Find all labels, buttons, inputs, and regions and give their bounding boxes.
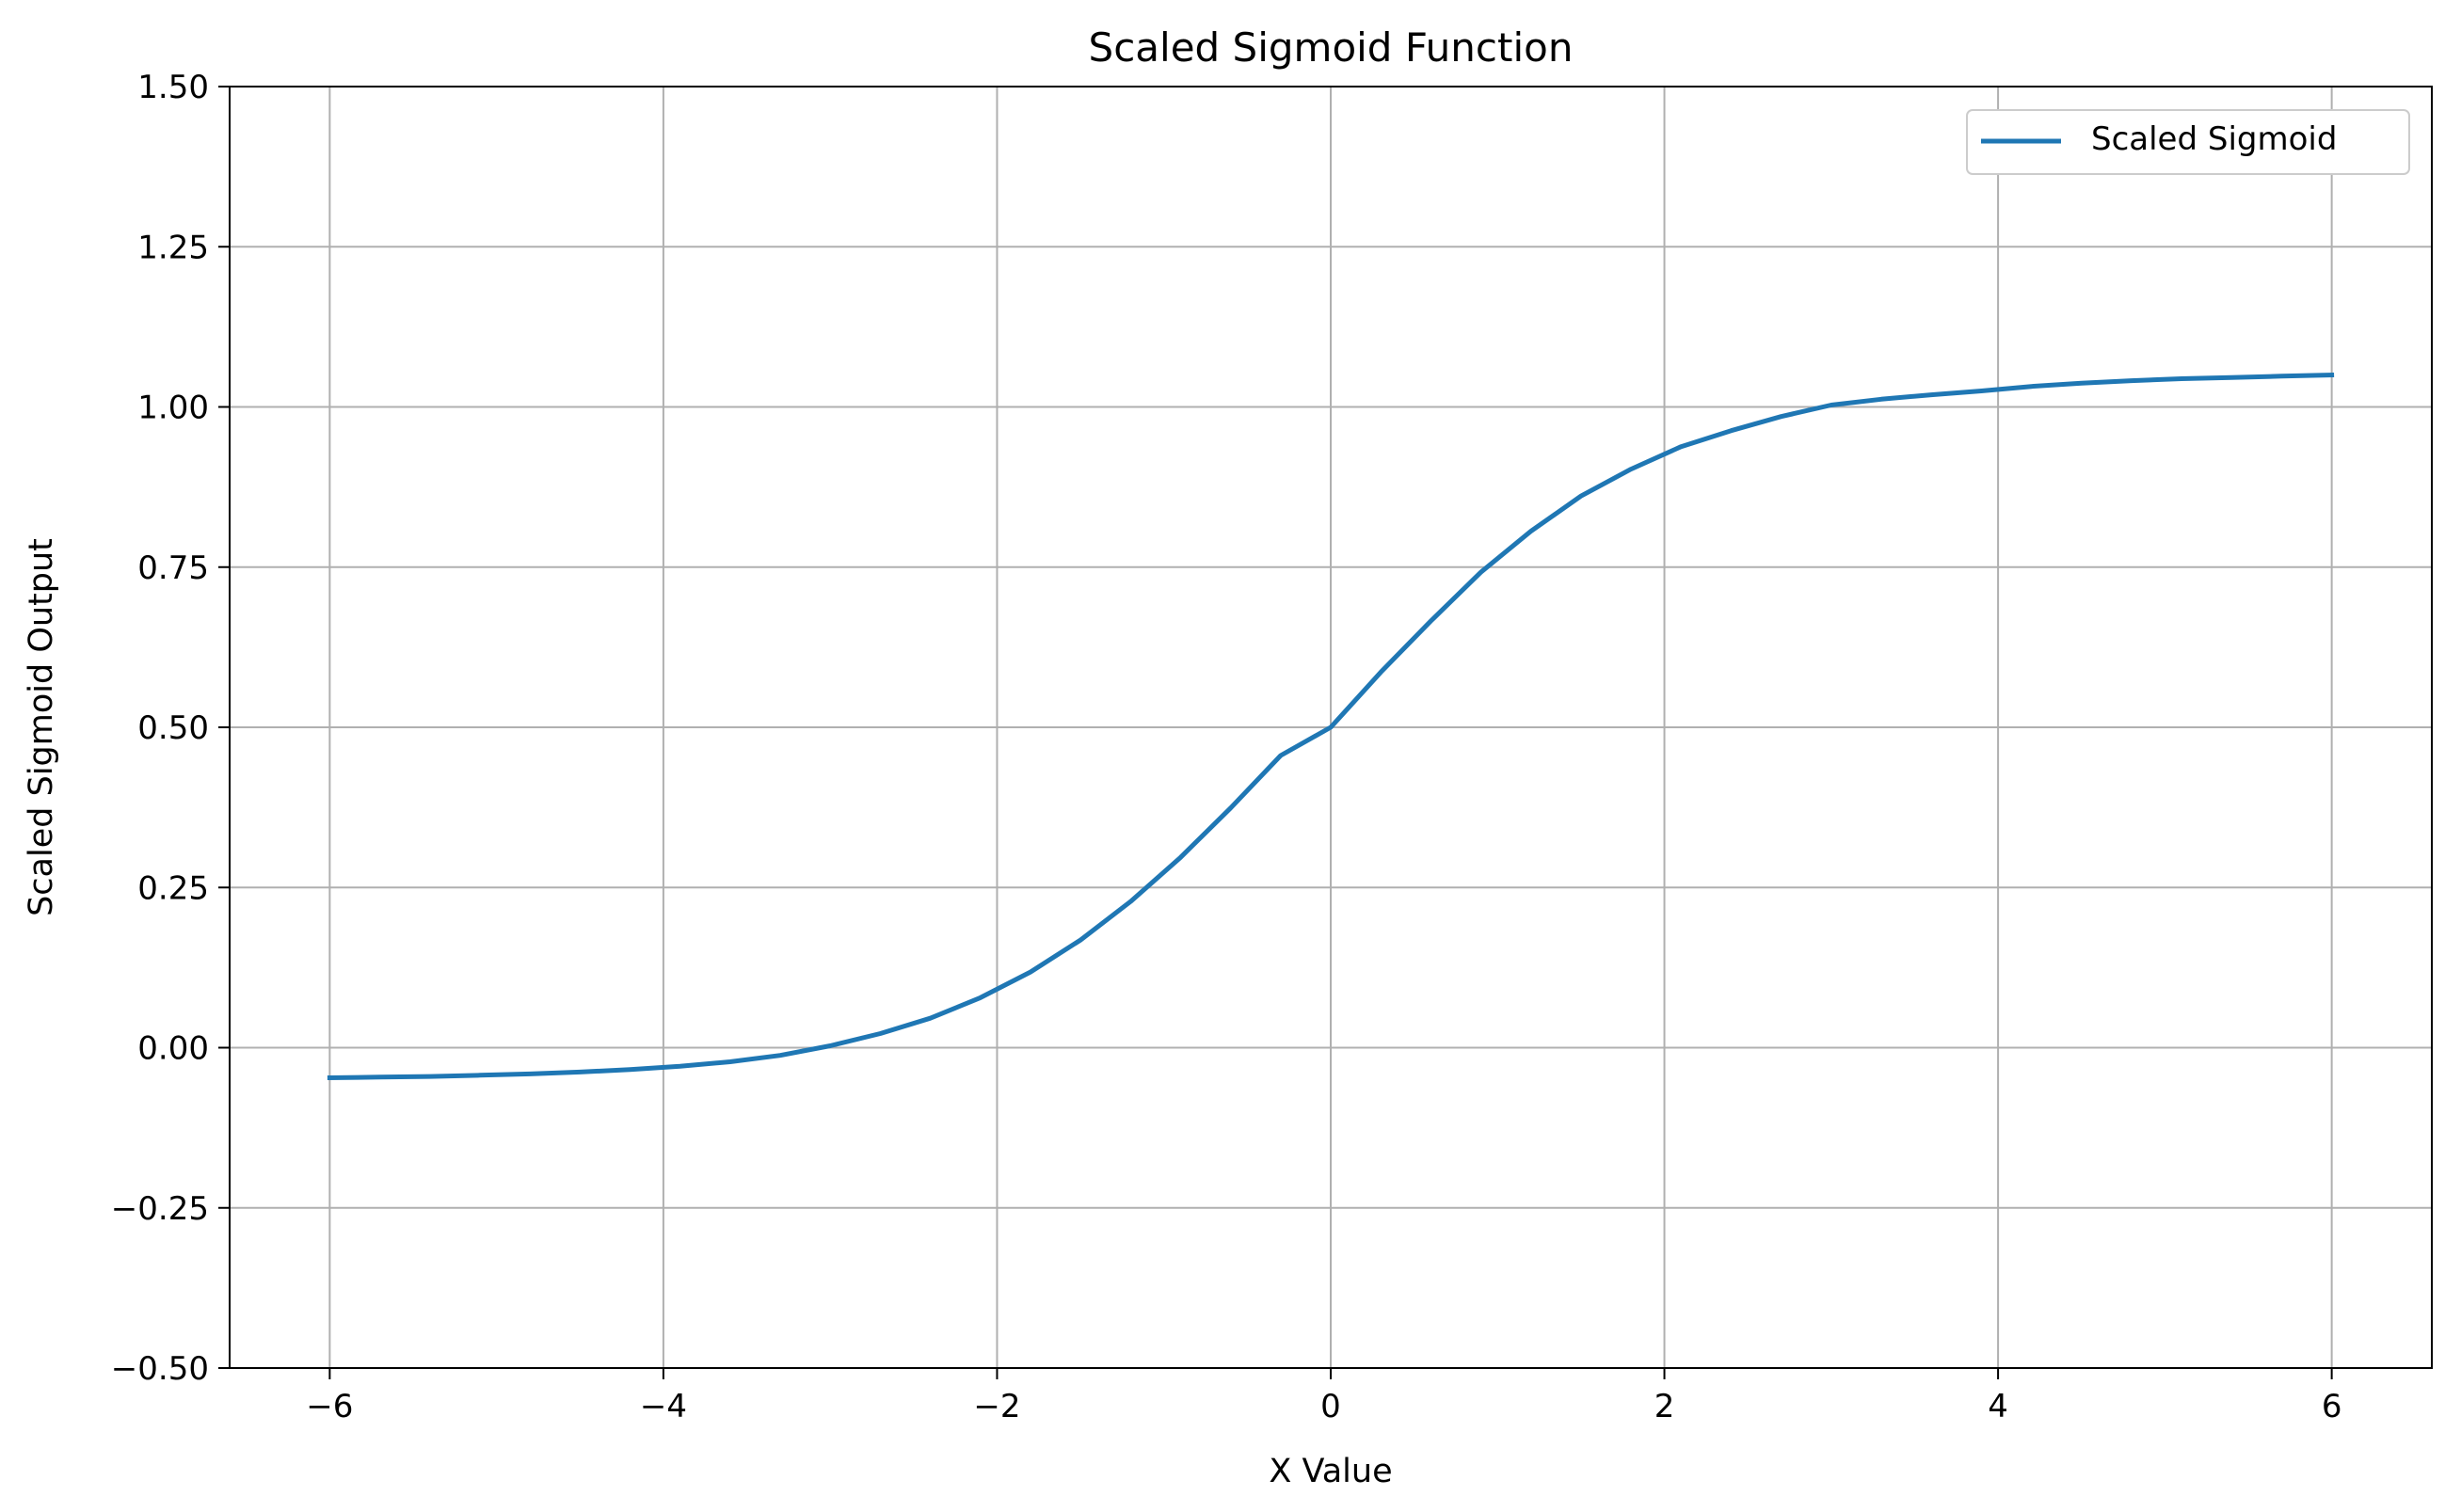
grid-lines — [230, 86, 2432, 1369]
y-tick-label: 0.00 — [137, 1030, 209, 1068]
y-tick-label: 1.50 — [137, 69, 209, 106]
axis-ticks: −6 −4 −2 0 2 4 6 −0.50 −0.25 0.00 0.25 0.50 0.75 1.00… — [111, 69, 2342, 1425]
x-tick-label: −4 — [640, 1388, 687, 1425]
chart-title: Scaled Sigmoid Function — [1089, 24, 1574, 71]
legend: Scaled Sigmoid — [1966, 109, 2410, 175]
y-tick-label: 1.25 — [137, 229, 209, 266]
x-axis-label: X Value — [1269, 1453, 1392, 1490]
y-tick-label: 0.50 — [137, 709, 209, 747]
x-tick-label: 0 — [1320, 1388, 1341, 1425]
y-tick-label: 1.00 — [137, 390, 209, 427]
legend-box — [1966, 109, 2410, 175]
y-tick-label: −0.50 — [111, 1350, 209, 1388]
series-layer — [327, 372, 2335, 1081]
y-tick-label: 0.25 — [137, 869, 209, 907]
y-tick-label: −0.25 — [111, 1190, 209, 1228]
legend-label: Scaled Sigmoid — [2091, 120, 2337, 158]
x-tick-label: 6 — [2322, 1388, 2342, 1425]
x-tick-label: −2 — [973, 1388, 1020, 1425]
y-axis-label: Scaled Sigmoid Output — [23, 538, 60, 916]
series-line-scaled-sigmoid — [327, 372, 2335, 1081]
y-tick-label: 0.75 — [137, 549, 209, 587]
x-tick-label: 4 — [1988, 1388, 2008, 1425]
x-tick-label: −6 — [306, 1388, 353, 1425]
x-tick-label: 2 — [1654, 1388, 1675, 1425]
